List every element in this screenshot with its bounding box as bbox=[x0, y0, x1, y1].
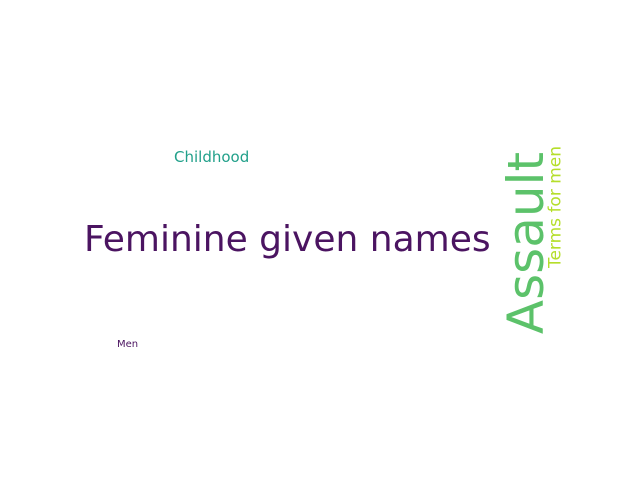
word-childhood: Childhood bbox=[174, 148, 250, 166]
word-feminine-given-names: Feminine given names bbox=[84, 219, 491, 260]
word-assault: Assault bbox=[497, 151, 555, 335]
word-men: Men bbox=[117, 339, 139, 350]
word-terms-for-men: Terms for men bbox=[545, 145, 566, 269]
